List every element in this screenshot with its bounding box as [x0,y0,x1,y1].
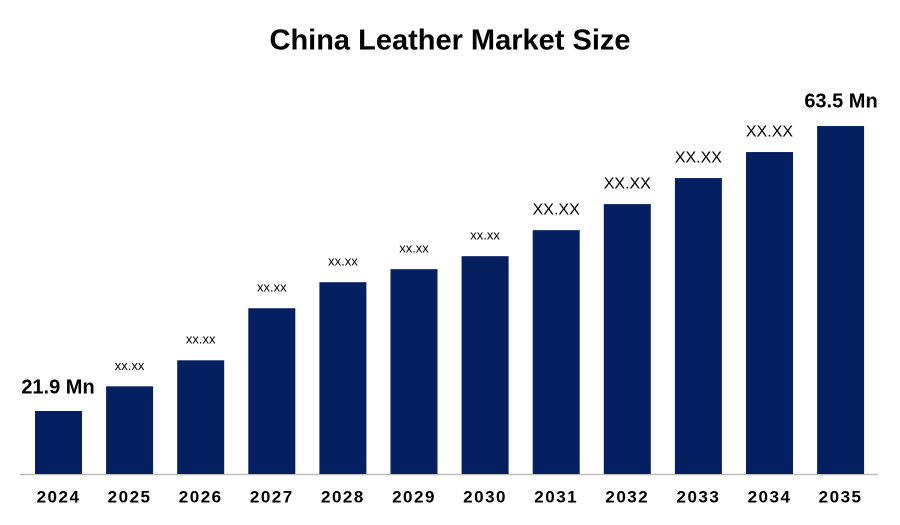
bar [177,360,225,474]
x-tick-label: 2032 [605,487,649,506]
bar [532,230,580,474]
bar [248,308,296,474]
x-tick-label: 2031 [534,487,578,506]
data-label: 63.5 Mn [804,90,877,112]
data-label: xx.xx [115,358,145,373]
x-tick-label: 2028 [321,487,365,506]
bar [603,204,651,474]
x-tick-label: 2027 [250,487,294,506]
bar [817,126,865,475]
data-label: xx.xx [328,254,358,269]
data-label: XX.XX [604,175,651,192]
bar [390,269,438,474]
data-label: 21.9 Mn [21,376,94,398]
bar [461,256,509,474]
x-tick-label: 2033 [676,487,720,506]
chart-title: China Leather Market Size [270,25,631,57]
data-label: xx.xx [470,228,500,243]
x-tick-label: 2034 [748,487,792,506]
data-label: XX.XX [533,201,580,218]
x-tick-label: 2030 [463,487,507,506]
x-tick-label: 2024 [37,487,81,506]
bar [674,178,722,475]
data-label: xx.xx [186,332,216,347]
data-label: XX.XX [675,149,722,166]
x-tick-label: 2025 [108,487,152,506]
x-tick-label: 2035 [819,487,863,506]
x-tick-label: 2029 [392,487,436,506]
bar [319,282,367,474]
data-label: xx.xx [257,280,287,295]
data-label: xx.xx [399,241,429,256]
bar [35,410,82,474]
bar [746,152,793,475]
x-tick-label: 2026 [179,487,223,506]
data-label: XX.XX [746,123,793,140]
bar [106,386,154,474]
